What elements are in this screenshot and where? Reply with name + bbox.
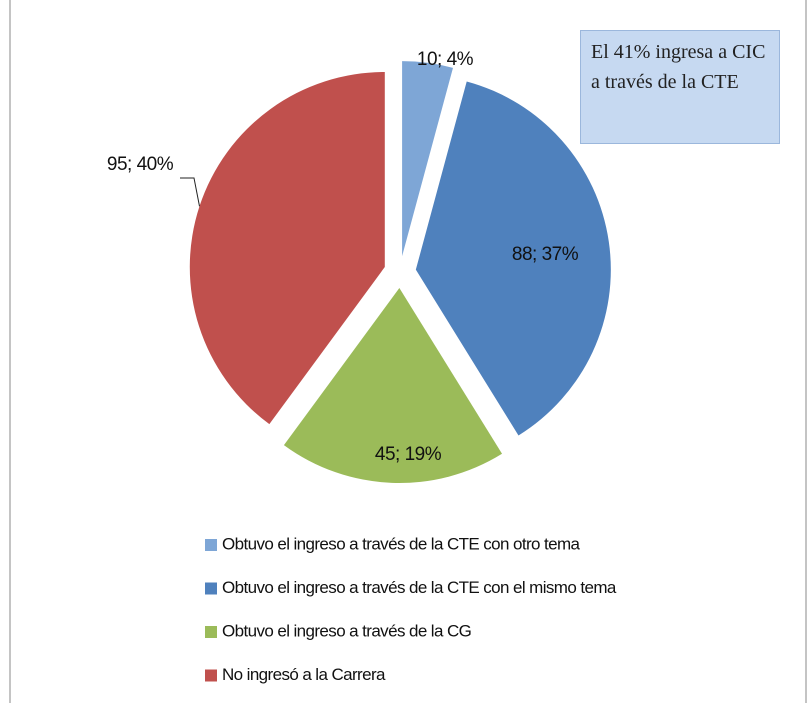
chart-frame bbox=[9, 0, 807, 703]
legend-label: Obtuvo el ingreso a través de la CTE con… bbox=[222, 534, 581, 553]
pie-slice bbox=[415, 81, 611, 436]
pie-slice bbox=[402, 61, 453, 257]
legend-label: No ingresó a la Carrera bbox=[222, 665, 386, 684]
data-label: 10; 4% bbox=[417, 49, 474, 70]
data-label: 45; 19% bbox=[375, 444, 442, 465]
pie-slice bbox=[283, 287, 503, 483]
data-label: 88; 37% bbox=[512, 244, 579, 265]
data-label: 95; 40% bbox=[107, 154, 174, 175]
legend-label: Obtuvo el ingreso a través de la CG bbox=[222, 621, 471, 640]
leader-line bbox=[180, 177, 200, 207]
legend-label: Obtuvo el ingreso a través de la CTE con… bbox=[222, 578, 617, 597]
pie-slice bbox=[189, 72, 385, 425]
legend-swatch bbox=[205, 669, 217, 682]
legend-swatch bbox=[205, 626, 217, 638]
legend-swatch bbox=[205, 582, 217, 595]
annotation: El 41% ingresa a CIC a través de la CTE bbox=[580, 30, 780, 144]
legend-swatch bbox=[205, 539, 217, 551]
